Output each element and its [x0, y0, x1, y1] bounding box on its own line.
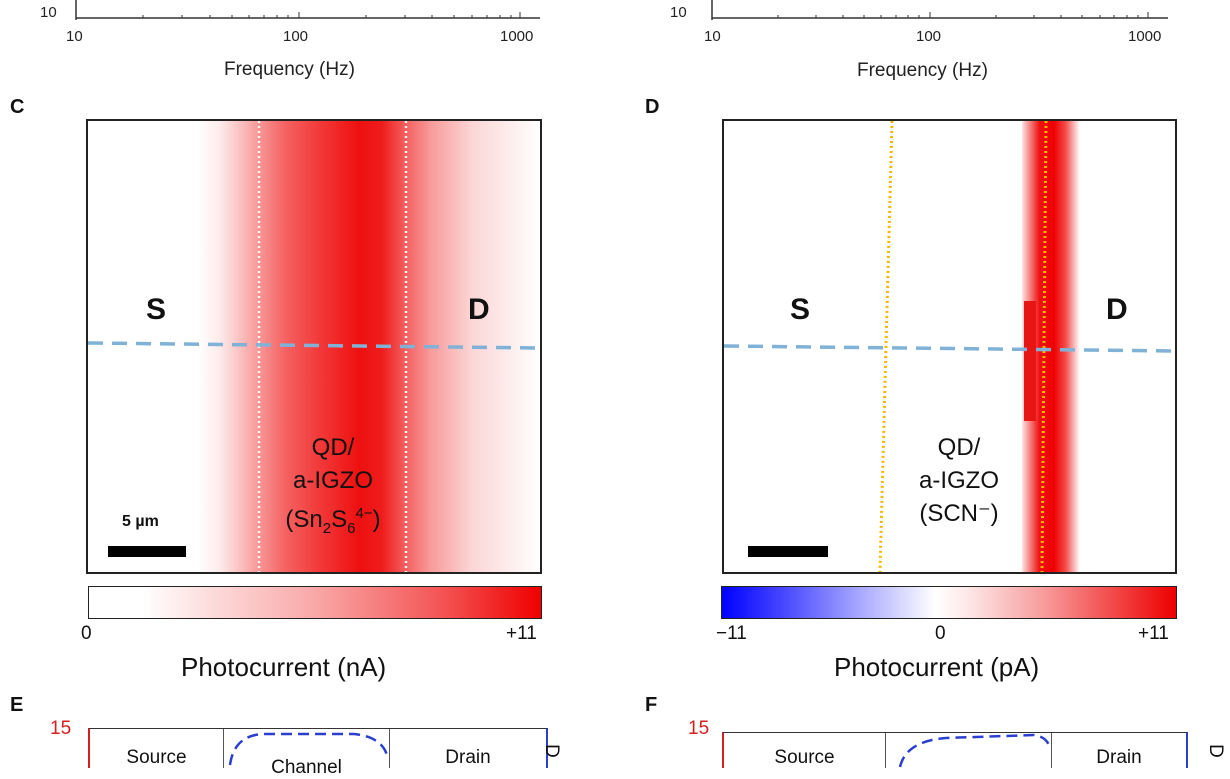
- x-tick-label: 100: [916, 28, 942, 45]
- colorbar-max-label: +11: [506, 623, 537, 644]
- source-label: S: [790, 293, 811, 326]
- line-profile-cut: [88, 341, 540, 350]
- drain-region: Drain: [1096, 747, 1142, 768]
- x-axis-title: Frequency (Hz): [224, 59, 355, 80]
- scalebar: [108, 546, 186, 557]
- device-schematic-e: Source Channel Drain: [88, 728, 548, 778]
- top-axis-right: 10 10 100 1000 Frequency (Hz): [620, 0, 1220, 90]
- colorbar-min-label: −11: [716, 623, 747, 644]
- colorbar-min-label: 0: [81, 623, 92, 644]
- y-tick-fragment: 10: [670, 4, 687, 21]
- photocurrent-map-c: S D QD/ a-IGZO (Sn2S64−) 5 µm: [86, 119, 542, 574]
- line-profile-cut: [724, 344, 1175, 353]
- panel-label-d: D: [645, 96, 660, 118]
- scalebar: [748, 546, 828, 557]
- source-region: Source: [724, 733, 886, 768]
- colorbar-c: [88, 586, 542, 619]
- map-overlay-d: [724, 121, 1175, 572]
- colorbar-d: [721, 586, 1177, 619]
- x-tick-label: 1000: [1128, 28, 1162, 45]
- channel-outline: [898, 733, 1052, 768]
- drain-label: D: [468, 293, 490, 326]
- photocurrent-map-d: S D QD/ a-IGZO (SCN⁻): [722, 119, 1177, 574]
- scalebar-label: 5 µm: [122, 513, 159, 530]
- channel-region: [886, 733, 1052, 768]
- channel-outline: [228, 732, 390, 766]
- colorbar-title: Photocurrent (nA): [181, 652, 387, 682]
- y-tick-fragment: 10: [40, 4, 57, 21]
- frequency-axis-right: [711, 0, 1168, 20]
- map-overlay-c: [88, 121, 540, 572]
- photocurrent-stripe-edge: [1024, 301, 1036, 421]
- colorbar-mid-label: 0: [935, 623, 946, 644]
- x-tick-label: 1000: [500, 28, 534, 45]
- panel-label-f: F: [645, 694, 658, 716]
- side-axis-label: D: [541, 744, 562, 758]
- device-schematic-f: Source Drain: [722, 732, 1188, 768]
- panel-label-e: E: [10, 694, 24, 716]
- side-axis-label: D: [1205, 744, 1226, 758]
- x-axis-title: Frequency (Hz): [857, 60, 988, 81]
- source-region: Source: [90, 729, 224, 768]
- drain-region: Drain: [445, 747, 491, 768]
- top-axis-left: 10 10 100 1000 Frequency (Hz): [0, 0, 600, 90]
- x-tick-label: 10: [66, 28, 83, 45]
- colorbar-title: Photocurrent (pA): [834, 652, 1040, 682]
- colorbar-max-label: +11: [1138, 623, 1169, 644]
- channel-material-label: QD/ a-IGZO (Sn2S64−): [285, 434, 381, 537]
- channel-region: Channel: [224, 729, 390, 778]
- y-tick-label: 15: [50, 718, 72, 739]
- channel-boundary-right: [1040, 121, 1048, 572]
- source-label: S: [146, 293, 167, 326]
- x-tick-label: 100: [283, 28, 309, 45]
- y-tick-label: 15: [688, 718, 710, 739]
- channel-material-label: QD/ a-IGZO (SCN⁻): [918, 434, 999, 527]
- panel-label-c: C: [10, 96, 25, 118]
- x-tick-label: 10: [704, 28, 721, 45]
- frequency-axis-left: [75, 0, 540, 20]
- channel-boundary-left: [878, 121, 894, 572]
- drain-label: D: [1106, 293, 1128, 326]
